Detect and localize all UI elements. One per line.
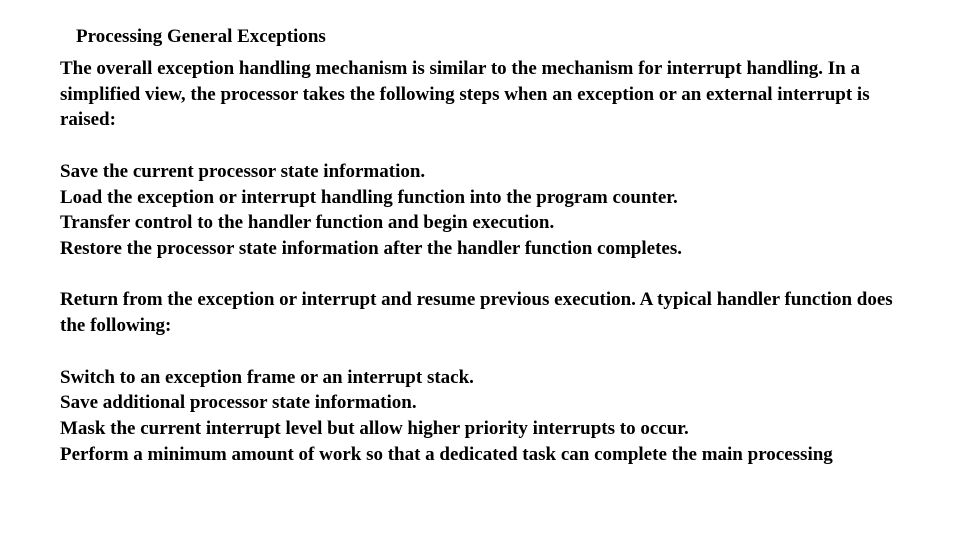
section-heading: Processing General Exceptions	[76, 26, 900, 48]
list-item: Save additional processor state informat…	[60, 390, 900, 416]
list-item: Perform a minimum amount of work so that…	[60, 442, 900, 468]
processor-steps-list: Save the current processor state informa…	[60, 159, 900, 262]
handler-steps-list: Switch to an exception frame or an inter…	[60, 365, 900, 468]
list-item: Transfer control to the handler function…	[60, 210, 900, 236]
mid-paragraph: Return from the exception or interrupt a…	[60, 287, 900, 338]
list-item: Load the exception or interrupt handling…	[60, 185, 900, 211]
intro-paragraph: The overall exception handling mechanism…	[60, 56, 900, 133]
list-item: Restore the processor state information …	[60, 236, 900, 262]
document-page: Processing General Exceptions The overal…	[0, 0, 960, 467]
list-item: Mask the current interrupt level but all…	[60, 416, 900, 442]
list-item: Switch to an exception frame or an inter…	[60, 365, 900, 391]
list-item: Save the current processor state informa…	[60, 159, 900, 185]
